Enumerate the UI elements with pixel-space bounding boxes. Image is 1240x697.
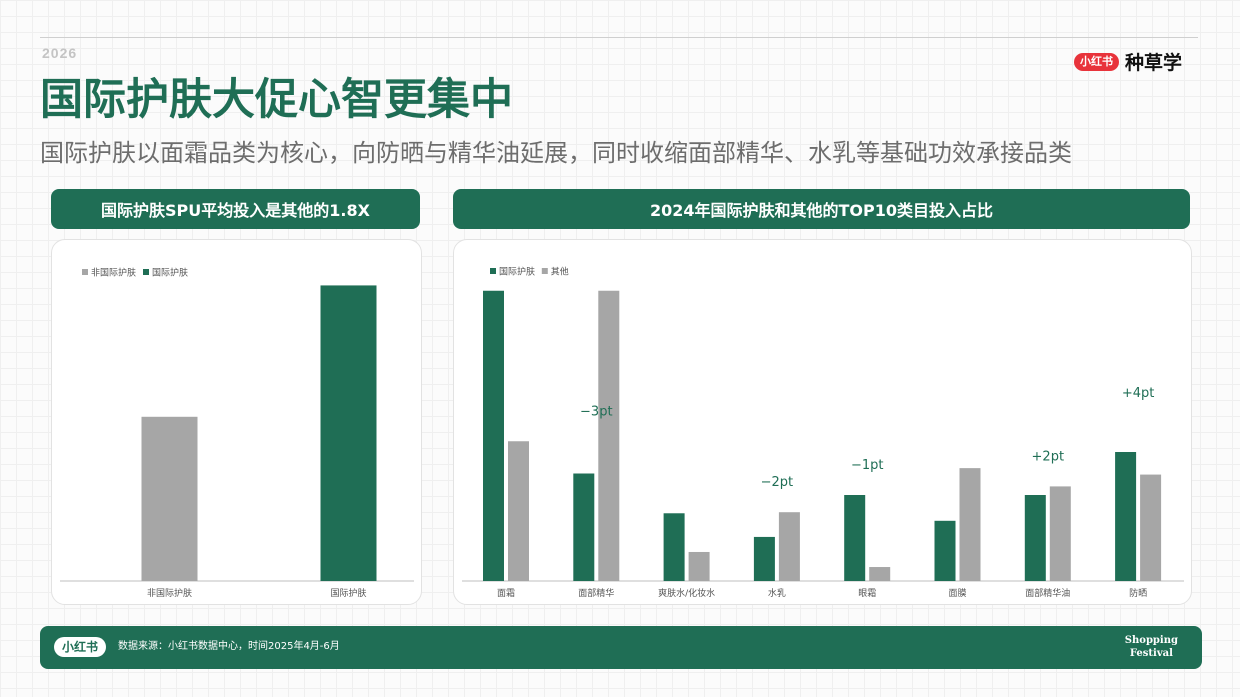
legend-swatch — [541, 268, 548, 274]
change-annotation: +4pt — [1122, 386, 1155, 401]
change-annotation: −3pt — [580, 405, 613, 420]
x-tick-label: 面霜 — [497, 588, 515, 599]
footer-bar: 小红书 数据来源：小红书数据中心，时间2025年4月-6月 Shopping F… — [40, 626, 1202, 669]
x-tick-label: 水乳 — [768, 587, 786, 599]
bar-intl-4 — [753, 536, 775, 581]
bar-intl-1 — [483, 290, 504, 581]
bar-other-7 — [1049, 486, 1071, 581]
legend-swatch — [143, 269, 149, 275]
x-tick-label: 面部精华油 — [1025, 587, 1070, 599]
bar-1 — [141, 416, 198, 581]
right-chart-card: 面霜 面部精华 爽肤水/化妆水 水乳 眼霜 面膜 面部精华油 防晒 −3pt −2pt −1pt +2… — [453, 239, 1192, 605]
bar-intl-8 — [1115, 452, 1137, 581]
bar-other-6 — [959, 468, 981, 581]
x-tick-label: 面膜 — [948, 588, 966, 599]
change-annotation: −1pt — [851, 458, 884, 473]
x-tick-label: 非国际护肤 — [147, 587, 192, 599]
bar-intl-2 — [573, 473, 595, 581]
brand-logo: 小红书 种草学 — [1074, 48, 1182, 75]
bar-intl-5 — [844, 495, 866, 581]
x-tick-label: 眼霜 — [858, 588, 876, 599]
page-title: 国际护肤大促心智更集中 — [40, 75, 513, 125]
year-label: 2026 — [42, 45, 78, 61]
legend-label: 国际护肤 — [499, 266, 535, 278]
page-subtitle: 国际护肤以面霜品类为核心，向防晒与精华油延展，同时收缩面部精华、水乳等基础功效承… — [40, 139, 1072, 167]
right-panel-title: 2024年国际护肤和其他的TOP10类目投入占比 — [453, 189, 1190, 229]
change-annotation: −2pt — [761, 475, 794, 490]
legend-swatch — [490, 268, 496, 274]
bar-other-1 — [508, 441, 529, 581]
legend-swatch — [82, 269, 88, 275]
bar-other-5 — [869, 567, 891, 581]
bar-intl-6 — [934, 520, 956, 581]
bar-2 — [320, 285, 377, 581]
data-source-note: 数据来源：小红书数据中心，时间2025年4月-6月 — [118, 641, 340, 652]
change-annotation: +2pt — [1032, 449, 1065, 464]
brand-name: 种草学 — [1125, 52, 1183, 74]
x-tick-label: 面部精华 — [578, 587, 614, 599]
brand-badge: 小红书 — [1074, 52, 1119, 71]
x-tick-label: 防晒 — [1129, 587, 1147, 599]
legend-label: 非国际护肤 — [91, 267, 136, 279]
footer-logo: 小红书 — [54, 637, 107, 657]
x-tick-label: 爽肤水/化妆水 — [658, 587, 715, 599]
bar-other-4 — [778, 512, 800, 581]
top-divider — [40, 37, 1198, 38]
bar-other-2 — [598, 290, 620, 581]
shopping-festival-logo: Shopping Festival — [1125, 634, 1178, 660]
legend-label: 其他 — [551, 266, 569, 278]
left-panel-title: 国际护肤SPU平均投入是其他的1.8X — [51, 189, 420, 229]
bar-other-3 — [688, 551, 710, 581]
festival-line-2: Festival — [1129, 648, 1173, 659]
x-tick-label: 国际护肤 — [330, 587, 366, 599]
bar-intl-3 — [663, 513, 685, 581]
festival-line-1: Shopping — [1124, 635, 1178, 646]
bar-intl-7 — [1024, 495, 1046, 581]
left-chart-card: 非国际护肤 国际护肤 非国际护肤 国际护肤 — [51, 239, 422, 605]
legend-label: 国际护肤 — [152, 267, 188, 279]
category-share-chart: 面霜 面部精华 爽肤水/化妆水 水乳 眼霜 面膜 面部精华油 防晒 −3pt −2pt −1pt +2… — [462, 266, 1184, 599]
bar-other-8 — [1140, 474, 1162, 581]
